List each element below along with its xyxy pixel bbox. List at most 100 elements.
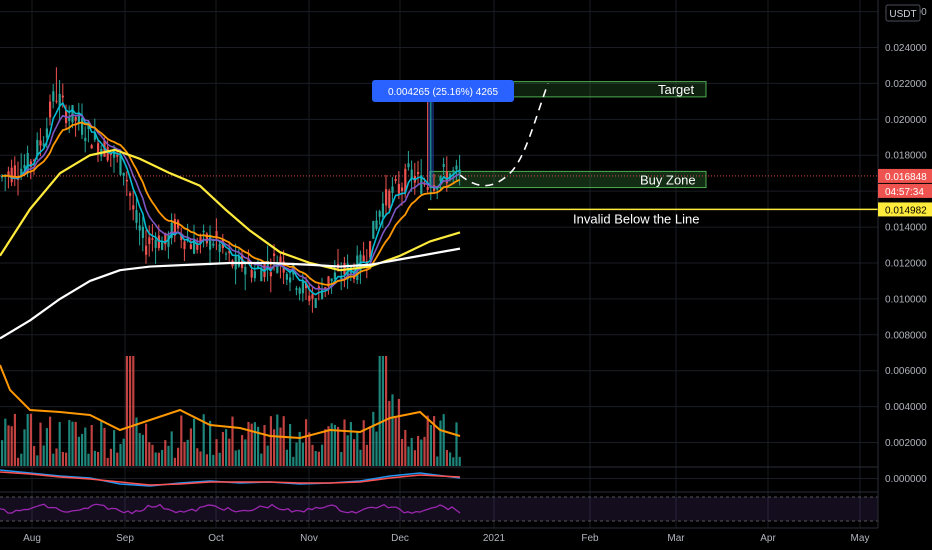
volume-bar <box>257 426 260 466</box>
candle-body <box>388 190 391 209</box>
candle-body <box>10 167 13 183</box>
candle-body <box>250 269 253 278</box>
last-price-text: 0.016848 <box>885 172 927 183</box>
volume-bar <box>7 425 10 466</box>
volume-bar <box>68 419 71 466</box>
volume-bar <box>429 424 432 466</box>
volume-bar <box>253 422 256 466</box>
buy-zone-label: Buy Zone <box>640 173 696 188</box>
candle-body <box>129 193 132 196</box>
x-axis: Aug Sep Oct Nov Dec 2021 Feb Mar Apr May <box>0 527 878 544</box>
rsi-line <box>0 503 461 515</box>
candle-body <box>442 164 445 167</box>
volume-bar <box>327 426 330 466</box>
candle-body <box>298 288 301 294</box>
candle-body <box>311 294 314 299</box>
x-tick-label: Aug <box>23 533 41 544</box>
candle-body <box>68 116 71 122</box>
volume-bar <box>97 451 100 466</box>
volume-bar <box>397 398 400 466</box>
annotation-labels: Target Buy Zone Invalid Below the Line 0.00… <box>372 4 932 226</box>
y-tick-label: 0.000000 <box>885 474 927 485</box>
volume-bar <box>157 452 160 466</box>
volume-bar <box>103 427 106 466</box>
candle-body <box>372 220 375 239</box>
volume-bar <box>122 438 125 466</box>
candle-body <box>439 176 442 181</box>
volume-bar <box>125 356 128 466</box>
volume-bar <box>282 416 285 466</box>
candle-body <box>330 278 333 282</box>
candle-body <box>193 238 196 254</box>
candle-body <box>135 210 138 223</box>
volume-bar <box>13 413 16 466</box>
volume-bar <box>74 421 77 466</box>
candle-body <box>301 280 304 294</box>
candle-body <box>407 163 410 168</box>
volume-bar <box>45 428 48 466</box>
candle-body <box>180 234 183 241</box>
candle-body <box>52 91 55 102</box>
volume-bar <box>4 418 7 466</box>
candle-body <box>196 243 199 250</box>
candle-body <box>161 241 164 250</box>
candle-body <box>45 128 48 138</box>
candle-body <box>36 139 39 157</box>
volume-bar <box>17 457 20 466</box>
volume-bar <box>148 442 151 466</box>
volume-bar <box>196 448 199 466</box>
candle-body <box>106 146 109 161</box>
volume-bar <box>285 449 288 466</box>
volume-bar <box>202 414 205 466</box>
candle-body <box>164 233 167 245</box>
candle-body <box>170 222 173 239</box>
candle-body <box>209 234 212 250</box>
volume-bar <box>154 452 157 466</box>
volume-bar <box>77 436 80 466</box>
countdown-text: 04:57:34 <box>885 187 924 198</box>
candle-body <box>426 187 429 190</box>
candle-body <box>404 168 407 193</box>
candle-body <box>87 123 90 129</box>
x-tick-label: Nov <box>300 533 318 544</box>
volume-bar <box>394 417 397 466</box>
candle-body <box>285 273 288 280</box>
candle-body <box>7 171 10 176</box>
volume-bar <box>452 457 455 466</box>
volume-bar <box>385 356 388 466</box>
candle-body <box>401 187 404 191</box>
candle-body <box>260 268 263 282</box>
volume-bar <box>199 451 202 466</box>
candle-body <box>33 159 36 161</box>
y-tick-label: 0.018000 <box>885 151 927 162</box>
volume-bar <box>225 429 228 466</box>
y-tick-label: 0.004000 <box>885 402 927 413</box>
candle-body <box>212 243 215 246</box>
candle-body <box>247 258 250 264</box>
candle-body <box>321 290 324 299</box>
y-axis: 0.000000 0.002000 0.004000 0.006000 0.008000… <box>877 0 927 528</box>
macd-pane <box>0 469 461 487</box>
candle-body <box>132 205 135 210</box>
candle-body <box>420 175 423 194</box>
candle-body <box>148 237 151 244</box>
candle-body <box>327 276 330 287</box>
x-tick-label: Oct <box>208 533 224 544</box>
volume-bar <box>10 426 13 466</box>
volume-bar <box>378 356 381 466</box>
volume-bar <box>33 446 36 466</box>
volume-bar <box>90 425 93 466</box>
volume-bar <box>301 442 304 466</box>
volume-bar <box>308 432 311 466</box>
volume-bar <box>164 440 167 466</box>
candle-body <box>458 169 461 174</box>
volume-bar <box>81 433 84 466</box>
volume-bar <box>58 422 61 466</box>
candle-body <box>97 143 100 155</box>
moving-averages <box>0 102 461 340</box>
volume-bar <box>215 439 218 466</box>
volume-bar <box>458 456 461 466</box>
last-price-badge <box>878 168 932 183</box>
volume-bar <box>442 414 445 466</box>
